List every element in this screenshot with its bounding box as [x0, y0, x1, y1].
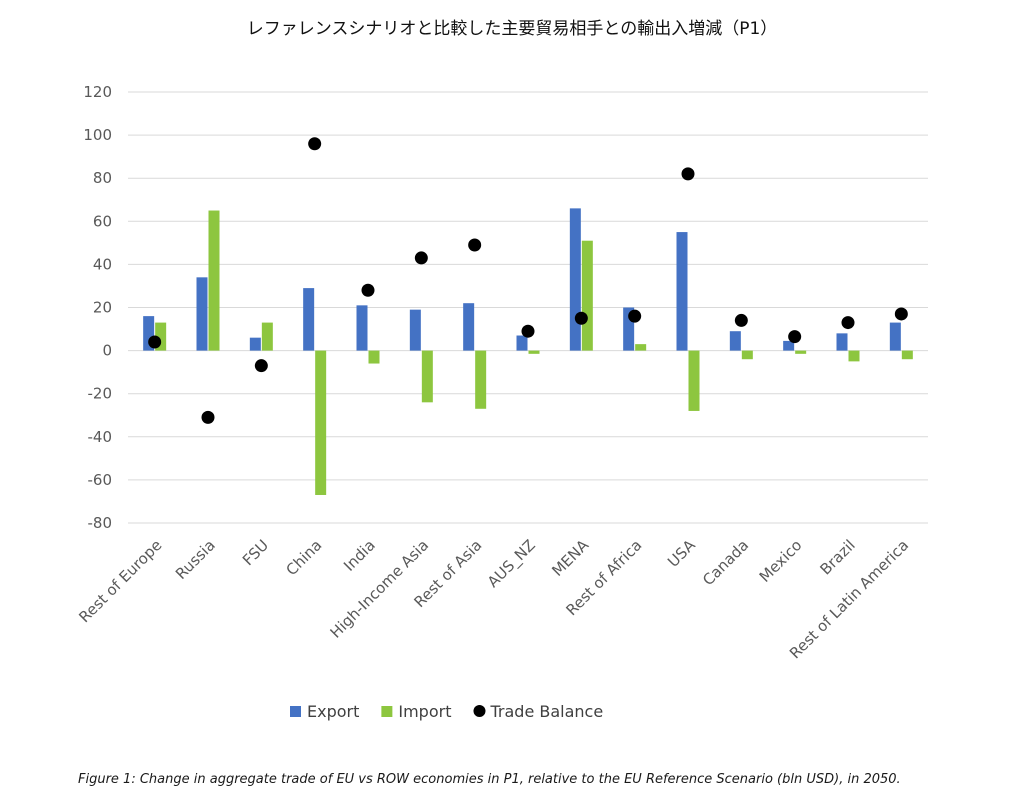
trade-balance-marker [361, 283, 375, 297]
y-tick-label: 40 [93, 255, 112, 273]
y-tick-label: 120 [83, 83, 112, 101]
export-bar [836, 333, 848, 351]
trade-balance-marker [734, 313, 748, 327]
export-bar [783, 340, 795, 351]
legend-swatch-import [381, 706, 393, 717]
y-tick-label: -20 [88, 385, 113, 403]
trade-balance-marker [628, 309, 642, 323]
import-bar [795, 350, 807, 354]
legend-label: Trade Balance [489, 702, 603, 721]
chart-title: レファレンスシナリオと比較した主要貿易相手との輸出入増減（P1） [246, 19, 778, 39]
trade-balance-marker [681, 167, 695, 181]
legend-swatch-trade-balance [473, 705, 486, 717]
import-bar [208, 210, 220, 351]
import-bar [315, 350, 327, 495]
export-bar [889, 322, 901, 351]
y-tick-label: 0 [102, 342, 112, 360]
export-bar [196, 277, 208, 351]
import-bar [635, 344, 647, 351]
legend-label: Export [307, 702, 359, 721]
export-bar [143, 316, 155, 351]
x-category-label: FSU [239, 536, 272, 569]
export-bar [463, 303, 475, 351]
import-bar [741, 350, 753, 360]
import-bar [848, 350, 860, 362]
figure-caption: Figure 1: Change in aggregate trade of E… [78, 772, 901, 787]
x-category-label: Russia [172, 536, 219, 583]
trade-balance-marker [201, 410, 215, 424]
trade-balance-marker [414, 251, 428, 265]
export-bar [729, 331, 741, 351]
trade-balance-marker [468, 238, 482, 252]
x-category-label: Brazil [817, 536, 859, 578]
trade-balance-marker [521, 324, 535, 338]
export-bar [356, 305, 368, 351]
import-bar [155, 322, 167, 351]
y-axis-ticks: 120 100 80 60 40 20 0 -20 -40 -60 -80 [83, 83, 112, 532]
import-bar [261, 322, 273, 351]
x-axis-labels: Rest of Europe Russia FSU China IndiaHigh-In… [75, 536, 912, 663]
import-bar [368, 350, 380, 364]
export-bar [249, 337, 261, 351]
gridlines [128, 91, 928, 524]
import-bar [528, 350, 540, 354]
import-bar [475, 350, 487, 409]
trade-balance-marker [894, 307, 908, 321]
export-bar [516, 335, 528, 351]
y-tick-label: 100 [83, 126, 112, 144]
import-bar [901, 350, 913, 360]
import-bar [421, 350, 433, 403]
x-category-label: MENA [548, 536, 592, 580]
export-bar [303, 288, 315, 351]
trade-balance-marker [841, 316, 855, 330]
x-category-label: China [282, 536, 325, 579]
import-bar [688, 350, 700, 411]
trade-balance-markers [148, 137, 908, 424]
x-category-label: Mexico [756, 536, 806, 586]
x-category-label: India [340, 536, 379, 575]
x-category-label: AUS_NZ [484, 536, 540, 592]
export-bar [623, 307, 635, 351]
x-category-label: USA [664, 536, 699, 571]
y-tick-label: -60 [88, 471, 113, 489]
legend: Export Import Trade Balance [290, 702, 603, 721]
trade-balance-marker [148, 335, 162, 349]
x-category-label: Canada [699, 536, 752, 589]
export-bar [569, 208, 581, 351]
export-bar [409, 309, 421, 351]
bars [143, 208, 913, 495]
trade-balance-marker [788, 330, 802, 344]
trade-balance-marker [308, 137, 322, 151]
y-tick-label: 60 [93, 212, 112, 230]
export-bar [676, 232, 688, 351]
legend-swatch-export [290, 706, 301, 717]
y-tick-label: -40 [88, 428, 113, 446]
y-tick-label: -80 [88, 514, 113, 532]
x-category-label: High-Income Asia [327, 536, 433, 642]
trade-balance-marker [254, 359, 268, 373]
y-tick-label: 80 [93, 169, 112, 187]
import-bar [581, 240, 593, 351]
trade-balance-marker [574, 311, 588, 325]
legend-label: Import [398, 702, 451, 721]
x-category-label: Rest of Europe [75, 536, 165, 626]
y-tick-label: 20 [93, 299, 112, 317]
